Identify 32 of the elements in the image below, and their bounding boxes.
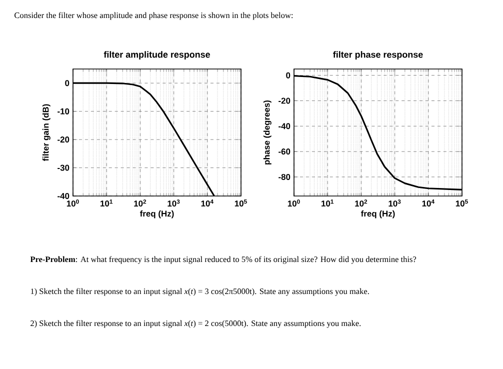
x-tick-label: 10$^{3}$ (388, 200, 401, 207)
x-tick-label: 10$^{1}$ (322, 200, 334, 206)
y-tick-label: -20 (58, 136, 70, 143)
x-tick-label: 10$^{5}$ (234, 200, 247, 206)
y-axis-title: filter gain (dB) (42, 104, 50, 162)
x-tick-label: 10$^{2}$ (134, 200, 146, 207)
x-tick-label: 10$^{1}$ (100, 200, 113, 206)
y-tick-label: -60 (278, 148, 290, 155)
y-tick-label: -20 (278, 98, 290, 104)
y-tick-label: -40 (278, 123, 290, 130)
chart-title: filter amplitude response (104, 51, 210, 60)
y-tick-label: -80 (278, 174, 290, 180)
y-tick-label: -10 (58, 108, 70, 114)
y-tick-label: -30 (58, 164, 70, 171)
x-axis-title: freq (Hz) (360, 210, 395, 218)
y-tick-label: 0 (65, 80, 70, 86)
chart-title: filter phase response (333, 51, 423, 60)
text: 2) Sketch the filter response to an input signal x(t) = 2 cos(5000t). State any assumptions you make. (30, 320, 361, 328)
text: Consider the filter whose amplitude and phase response is shown in the plots below: (14, 12, 293, 20)
x-tick-label: 10$^{4}$ (422, 200, 434, 206)
x-tick-label: 10$^{2}$ (355, 200, 368, 207)
x-axis-title: freq (Hz) (140, 210, 174, 218)
x-tick-label: 10$^{3}$ (168, 200, 180, 207)
y-tick-label: 0 (286, 72, 290, 78)
x-tick-label: 10$^{0}$ (288, 200, 300, 207)
text: 1) Sketch the filter response to an input signal x(t) = 3 cos(2π5000t). State any assumptions you make. (30, 288, 369, 296)
x-tick-label: 10$^{0}$ (66, 200, 79, 207)
x-tick-label: 10$^{4}$ (201, 200, 214, 206)
y-tick-label: -40 (58, 193, 70, 199)
text: Pre-Problem: At what frequency is the input signal reduced to 5% of its original size? How did you determine this? (30, 256, 416, 264)
y-axis-title: phase (degrees) (263, 100, 272, 164)
x-tick-label: 10$^{5}$ (456, 200, 468, 206)
